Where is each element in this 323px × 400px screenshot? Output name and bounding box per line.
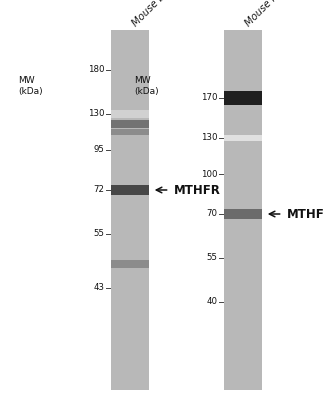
Bar <box>224 135 262 141</box>
Text: Mouse liver: Mouse liver <box>243 0 291 28</box>
Text: MTHFR: MTHFR <box>287 208 323 220</box>
Bar <box>111 30 149 390</box>
Text: 170: 170 <box>201 94 217 102</box>
Bar <box>224 209 262 219</box>
Bar <box>111 110 149 118</box>
Bar <box>111 120 149 128</box>
Text: 100: 100 <box>201 170 217 178</box>
Bar <box>111 129 149 135</box>
Bar <box>224 91 262 104</box>
Text: 55: 55 <box>206 254 217 262</box>
Text: 70: 70 <box>206 210 217 218</box>
Text: MW
(kDa): MW (kDa) <box>134 76 159 96</box>
Text: 72: 72 <box>93 186 104 194</box>
Text: 40: 40 <box>206 298 217 306</box>
Text: Mouse brain: Mouse brain <box>130 0 181 28</box>
Text: 43: 43 <box>93 284 104 292</box>
Text: 95: 95 <box>93 146 104 154</box>
Bar <box>111 185 149 195</box>
Text: MW
(kDa): MW (kDa) <box>18 76 42 96</box>
Text: MTHFR: MTHFR <box>173 184 220 196</box>
Text: 55: 55 <box>93 230 104 238</box>
Bar <box>111 260 149 268</box>
Text: 180: 180 <box>88 66 104 74</box>
Text: 130: 130 <box>88 110 104 118</box>
Bar <box>224 30 262 390</box>
Text: 130: 130 <box>201 134 217 142</box>
